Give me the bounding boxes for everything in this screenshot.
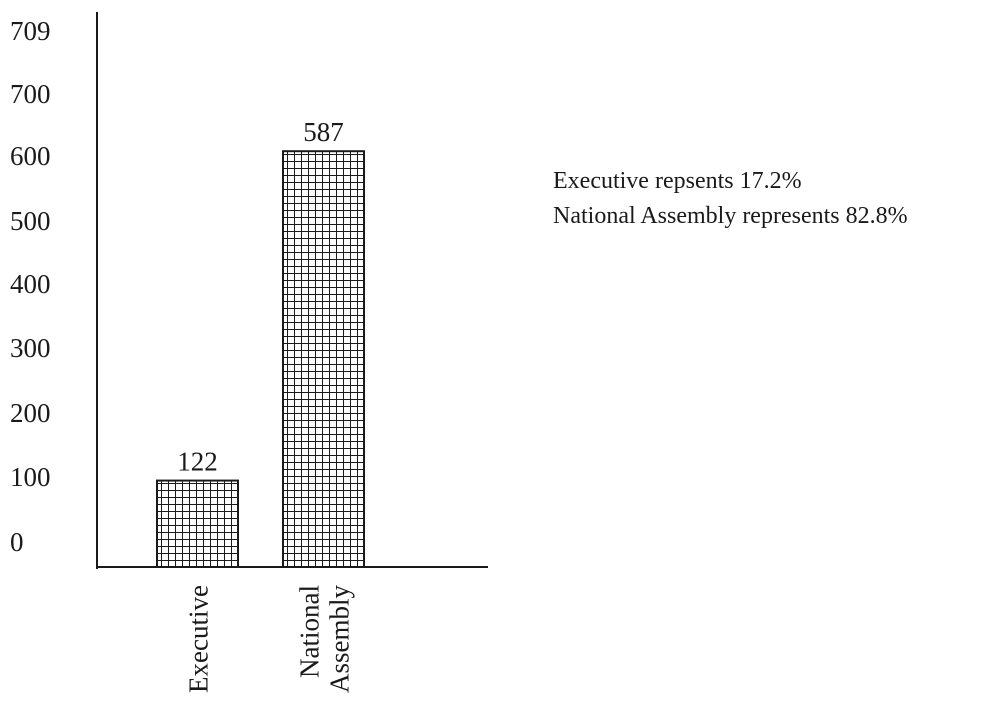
- percentage-note: Executive repsents 17.2%: [553, 168, 802, 194]
- y-tick-label: 709: [10, 16, 51, 46]
- bars: 122 587: [156, 117, 365, 569]
- y-tick-label: 500: [10, 206, 51, 236]
- bar: [156, 479, 239, 569]
- y-axis: 0 100 200 300 400 500 600 700 709: [10, 12, 98, 569]
- bar: [282, 150, 365, 568]
- x-axis: Executive National Assembly: [97, 566, 488, 694]
- y-tick-label: 200: [10, 398, 51, 428]
- y-tick-label: 400: [10, 269, 51, 299]
- bar-value-label: 122: [177, 447, 218, 477]
- bar-value-label: 587: [303, 117, 344, 147]
- y-tick-label: 600: [10, 141, 51, 171]
- x-category-label: National: [295, 585, 325, 678]
- percentage-note: National Assembly represents 82.8%: [553, 203, 908, 229]
- y-tick-label: 100: [10, 462, 51, 492]
- percentage-notes: Executive repsents 17.2% National Assembl…: [553, 168, 908, 229]
- y-tick-label: 700: [10, 79, 51, 109]
- x-category-label: Assembly: [325, 585, 355, 694]
- x-category-label: Executive: [184, 585, 214, 693]
- y-tick-label: 300: [10, 333, 51, 363]
- y-tick-label: 0: [10, 527, 24, 557]
